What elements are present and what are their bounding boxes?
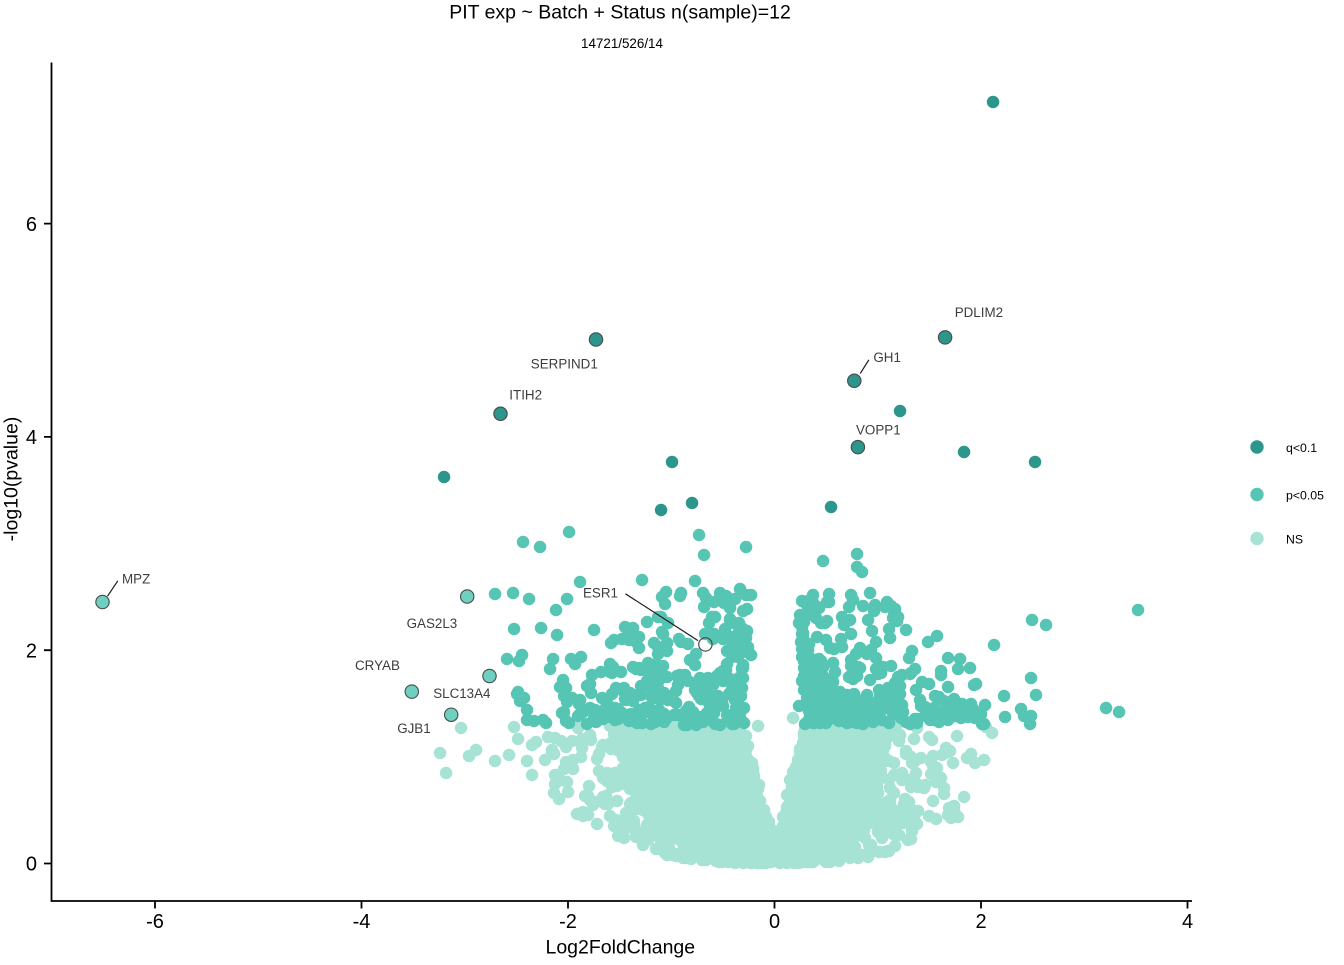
svg-text:VOPP1: VOPP1: [856, 422, 901, 437]
svg-text:SERPIND1: SERPIND1: [531, 357, 598, 372]
svg-text:0: 0: [26, 854, 37, 876]
svg-text:0: 0: [769, 911, 780, 933]
svg-text:-log10(pvalue): -log10(pvalue): [1, 417, 23, 542]
svg-text:4: 4: [1182, 911, 1193, 933]
svg-text:SLC13A4: SLC13A4: [433, 686, 491, 701]
svg-text:NS: NS: [1286, 533, 1303, 547]
svg-text:-6: -6: [146, 911, 164, 933]
svg-text:q<0.1: q<0.1: [1286, 441, 1317, 455]
svg-text:ITIH2: ITIH2: [509, 388, 542, 403]
svg-text:2: 2: [26, 640, 37, 662]
svg-text:CRYAB: CRYAB: [355, 658, 400, 673]
svg-text:14721/526/14: 14721/526/14: [581, 36, 663, 51]
svg-text:PDLIM2: PDLIM2: [955, 305, 1003, 320]
svg-text:MPZ: MPZ: [122, 572, 150, 587]
svg-text:2: 2: [975, 911, 986, 933]
svg-text:GJB1: GJB1: [397, 721, 431, 736]
svg-text:GAS2L3: GAS2L3: [407, 616, 458, 631]
svg-text:PIT exp ~ Batch + Status n(sam: PIT exp ~ Batch + Status n(sample)=12: [449, 2, 791, 24]
svg-text:4: 4: [26, 427, 37, 449]
svg-text:Log2FoldChange: Log2FoldChange: [545, 937, 695, 959]
svg-text:-2: -2: [559, 911, 577, 933]
svg-text:GH1: GH1: [873, 350, 901, 365]
svg-text:ESR1: ESR1: [583, 586, 618, 601]
svg-text:p<0.05: p<0.05: [1286, 489, 1324, 503]
svg-text:6: 6: [26, 214, 37, 236]
svg-text:-4: -4: [353, 911, 371, 933]
